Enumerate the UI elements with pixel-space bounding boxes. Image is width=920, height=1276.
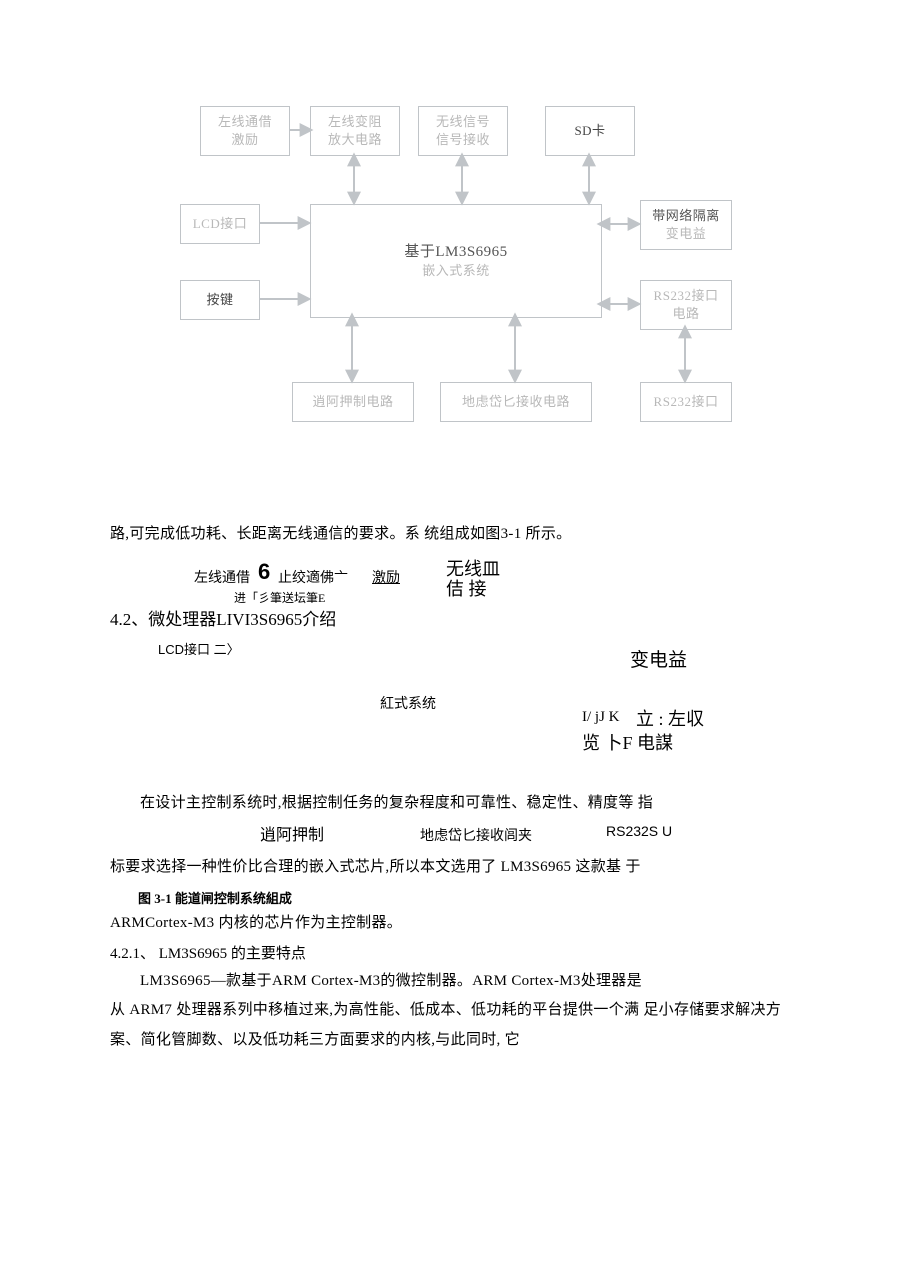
box-top-3: 无线信号 信号接收 <box>418 106 508 156</box>
box-label: 左线变阻 <box>328 113 382 131</box>
ghost-text: 变电益 <box>630 645 687 672</box>
ghost-text: 左线通借 <box>194 567 250 587</box>
box-center: 基于LM3S6965 嵌入式系统 <box>310 204 602 318</box>
box-left-1: LCD接口 <box>180 204 260 244</box>
box-right-1: 带网络隔离 变电益 <box>640 200 732 250</box>
paragraph: 路,可完成低功耗、长距离无线通信的要求。系 统组成如图3-1 所示。 <box>110 520 810 549</box>
ghost-text: 紅式系统 <box>380 693 436 713</box>
box-label: 逍阿押制电路 <box>312 393 393 411</box>
ghost-text: 立 : 左収 <box>636 705 704 731</box>
box-label: RS232接口 <box>654 287 719 305</box>
ghost-text: 览 卜F 电謀 <box>582 729 673 755</box>
ghost-text: 6 <box>258 559 270 585</box>
paragraph: 在设计主控制系统时,根据控制任务的复杂程度和可靠性、稳定性、精度等 指 <box>110 789 810 818</box>
box-label: 带网络隔离 <box>652 207 720 225</box>
box-label: 地虑岱匕接收电路 <box>462 393 570 411</box>
box-label: 电路 <box>672 305 699 323</box>
ghost-text: 激励 <box>372 567 400 587</box>
paragraph: 标要求选择一种性价比合理的嵌入式芯片,所以本文选用了 LM3S6965 这款基 … <box>110 853 810 882</box>
heading-4-2-1: 4.2.1、 LM3S6965 的主要特点 <box>110 942 810 963</box>
block-diagram: 左线通借 激励 左线变阻 放大电路 无线信号 信号接收 SD卡 基于LM3S69… <box>180 100 740 480</box>
ghost-text: I/ jJ K <box>582 709 620 726</box>
box-top-1: 左线通借 激励 <box>200 106 290 156</box>
box-label: SD卡 <box>574 122 605 140</box>
ghost-overlay-3: 逍阿押制 地虑岱匕接收闾夹 RS232S U <box>110 819 810 853</box>
box-label: 按键 <box>206 291 233 309</box>
heading-4-2: 4.2、微处理器LIVI3S6965介绍 <box>110 605 336 630</box>
box-label: 嵌入式系统 <box>422 262 490 280</box>
ghost-overlay-1: 左线通借 6 止绞適佛亠 激励 进「彡筆送坛筆E 无线皿 佶 接 4.2、微处理… <box>110 549 810 639</box>
box-left-2: 按键 <box>180 280 260 320</box>
box-top-2: 左线变阻 放大电路 <box>310 106 400 156</box>
ghost-text: RS232S U <box>606 823 672 839</box>
box-label: 变电益 <box>666 225 707 243</box>
box-top-4: SD卡 <box>545 106 635 156</box>
box-label: 放大电路 <box>328 131 382 149</box>
ghost-text: 佶 接 <box>446 575 487 601</box>
paragraph: ARMCortex-M3 内核的芯片作为主控制器。 <box>110 909 810 938</box>
box-label: 无线信号 <box>436 113 490 131</box>
figure-caption: 图 3-1 能道闸控制系统組成 <box>138 888 810 907</box>
box-bottom-2: 地虑岱匕接收电路 <box>440 382 592 422</box>
box-label: RS232接口 <box>654 393 719 411</box>
box-right-2: RS232接口 电路 <box>640 280 732 330</box>
ghost-text: 逍阿押制 <box>260 821 324 845</box>
box-label: 基于LM3S6965 <box>404 242 507 262</box>
box-label: 信号接收 <box>436 131 490 149</box>
ghost-overlay-2: LCD接口 二〉 变电益 紅式系统 I/ jJ K 立 : 左収 览 卜F 电謀 <box>110 639 810 789</box>
box-bottom-1: 逍阿押制电路 <box>292 382 414 422</box>
paragraph: LM3S6965—款基于ARM Cortex-M3的微控制器。ARM Corte… <box>110 967 810 996</box>
box-label: LCD接口 <box>193 215 248 233</box>
box-label: 左线通借 <box>218 113 272 131</box>
box-bottom-3: RS232接口 <box>640 382 732 422</box>
ghost-text: LCD接口 二〉 <box>158 639 240 658</box>
paragraph: 从 ARM7 处理器系列中移植过来,为高性能、低成本、低功耗的平台提供一个满 足… <box>110 996 810 1055</box>
ghost-text: 进「彡筆送坛筆E <box>234 589 325 606</box>
box-label: 激励 <box>231 131 258 149</box>
document-page: 左线通借 激励 左线变阻 放大电路 无线信号 信号接收 SD卡 基于LM3S69… <box>0 0 920 1115</box>
ghost-text: 止绞適佛亠 <box>278 567 348 587</box>
ghost-text: 地虑岱匕接收闾夹 <box>420 825 532 845</box>
